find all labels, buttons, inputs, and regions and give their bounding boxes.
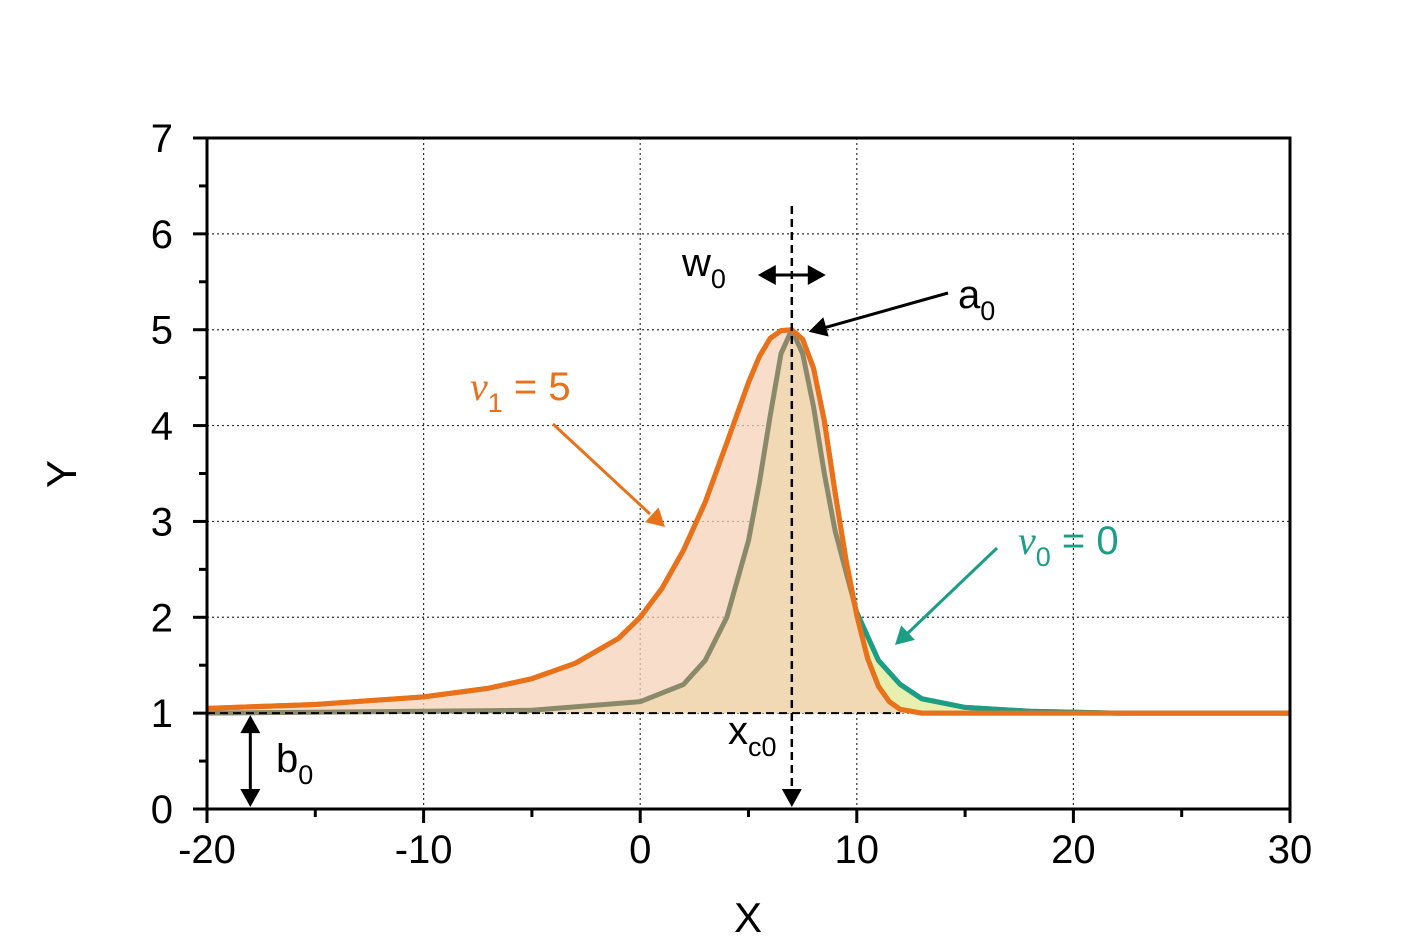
w0-arrowhead-right (807, 265, 826, 285)
nu0-arrowhead (895, 625, 915, 645)
x-tick-label: 0 (629, 828, 651, 872)
w0-arrowhead-left (757, 265, 776, 285)
area-fills (207, 329, 1290, 714)
a0-label: a0 (958, 273, 995, 326)
y-tick-label: 7 (151, 117, 173, 161)
y-tick-label: 4 (151, 405, 173, 449)
xc0-arrowhead (781, 789, 802, 807)
x-axis-title: X (734, 894, 762, 941)
ticks: -20 -10 0 10 20 30 0 1 2 3 4 5 6 7 (151, 117, 1313, 872)
a0-arrow-line (824, 291, 949, 330)
series-lines (207, 327, 1290, 716)
series-line-1-top (207, 327, 1290, 716)
x-tick-label: 20 (1051, 828, 1096, 872)
y-tick-label: 0 (151, 788, 173, 832)
y-tick-label: 5 (151, 309, 173, 353)
xc0-label: xc0 (728, 709, 777, 762)
nu1-arrow-line (551, 422, 652, 516)
nu0-arrow-line (906, 546, 999, 635)
w0-label: w0 (681, 241, 726, 294)
y-tick-label: 1 (151, 692, 173, 736)
y-axis-title: Y (38, 460, 85, 488)
x-tick-label: 30 (1268, 828, 1313, 872)
x-tick-label: -20 (178, 828, 236, 872)
y-tick-label: 2 (151, 596, 173, 640)
y-tick-label: 3 (151, 500, 173, 544)
annotations (207, 206, 999, 807)
b0-arrowhead-top (240, 715, 261, 734)
nu1-label: ν1 = 5 (470, 364, 571, 418)
nu1-arrowhead (644, 507, 665, 527)
x-tick-label: -10 (395, 828, 453, 872)
y-tick-label: 6 (151, 213, 173, 257)
series-fill-1 (207, 329, 1290, 714)
a0-arrowhead (808, 317, 829, 337)
b0-label: b0 (276, 737, 313, 790)
x-tick-label: 10 (835, 828, 880, 872)
nu0-label: ν0 = 0 (1018, 518, 1119, 572)
b0-arrowhead-bottom (240, 789, 261, 807)
